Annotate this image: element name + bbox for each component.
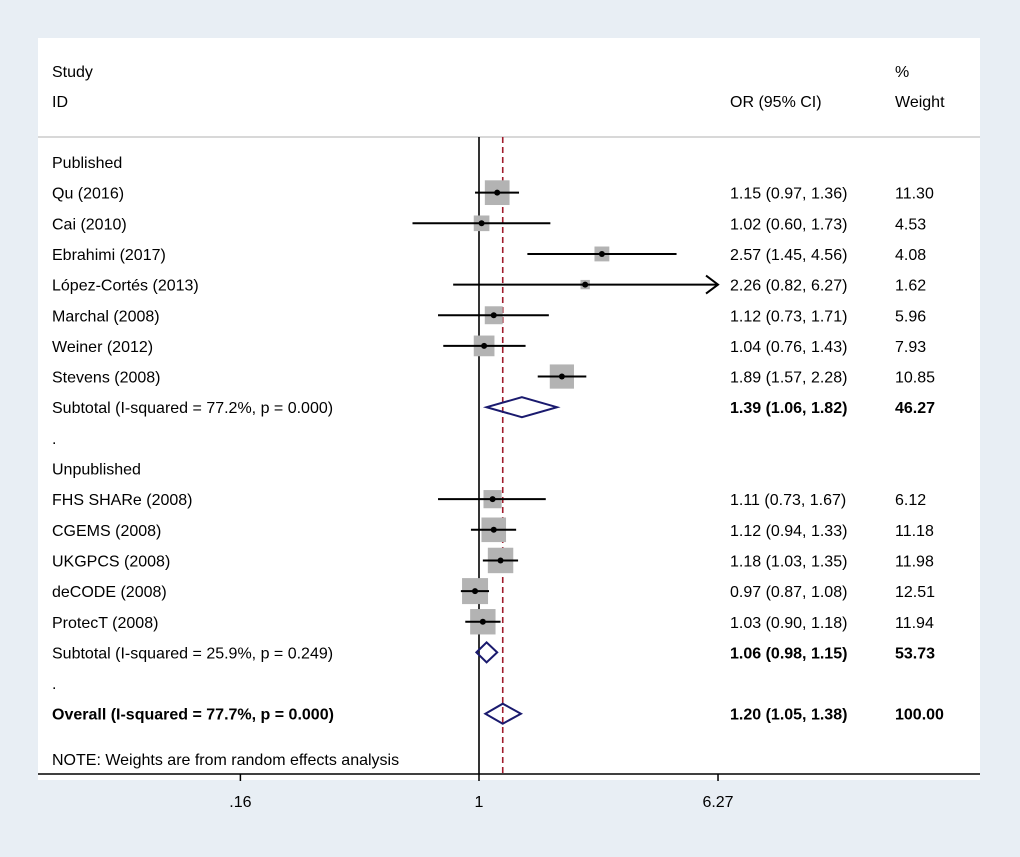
study-label: Qu (2016) — [52, 186, 124, 203]
row-group: Unpublished — [52, 462, 141, 479]
row-overall: Overall (I-squared = 77.7%, p = 0.000) 1.… — [52, 702, 944, 725]
weight-value: 11.30 — [895, 186, 934, 203]
study-label: CGEMS (2008) — [52, 523, 161, 540]
header-weight: Weight — [895, 94, 945, 111]
blank-label: . — [52, 676, 56, 693]
ci-value: 1.11 (0.73, 1.67) — [730, 492, 846, 509]
blank-label: . — [52, 431, 56, 448]
weight-value: 11.18 — [895, 523, 934, 540]
x-tick-label: 6.27 — [702, 794, 733, 811]
overall-label: Overall (I-squared = 77.7%, p = 0.000) — [52, 707, 334, 724]
study-label: López-Cortés (2013) — [52, 278, 199, 295]
row-study: ProtecT (2008) 1.03 (0.90, 1.18) 11.94 — [52, 609, 934, 635]
ci-value: 1.20 (1.05, 1.38) — [730, 707, 847, 724]
row-study: UKGPCS (2008) 1.18 (1.03, 1.35) 11.98 — [52, 547, 934, 574]
weight-value: 11.94 — [895, 615, 934, 632]
point-estimate — [472, 588, 479, 595]
row-study: López-Cortés (2013) 2.26 (0.82, 6.27) 1.62 — [52, 274, 926, 295]
row-study: Weiner (2012) 1.04 (0.76, 1.43) 7.93 — [52, 335, 926, 357]
header-id: ID — [52, 94, 68, 111]
weight-value: 1.62 — [895, 278, 926, 295]
study-label: Marchal (2008) — [52, 308, 160, 325]
row-study: Qu (2016) 1.15 (0.97, 1.36) 11.30 — [52, 180, 934, 206]
study-rows: Published Qu (2016) 1.15 (0.97, 1.36) 11.30… — [52, 155, 944, 725]
ci-value: 1.12 (0.94, 1.33) — [730, 523, 847, 540]
ci-value: 1.04 (0.76, 1.43) — [730, 339, 847, 356]
subtotal-label: Subtotal (I-squared = 77.2%, p = 0.000) — [52, 400, 333, 417]
weight-value: 53.73 — [895, 645, 935, 662]
row-blank: . — [52, 676, 56, 693]
ci-value: 0.97 (0.87, 1.08) — [730, 584, 847, 601]
ci-value: 2.57 (1.45, 4.56) — [730, 247, 847, 264]
plot-panel — [38, 38, 980, 780]
ci-value: 1.06 (0.98, 1.15) — [730, 645, 847, 662]
study-label: UKGPCS (2008) — [52, 553, 170, 570]
header-study: Study — [52, 64, 93, 81]
subtotal-diamond — [474, 641, 499, 664]
ci-value: 1.12 (0.73, 1.71) — [730, 308, 847, 325]
point-estimate — [479, 618, 486, 625]
overall-diamond — [483, 702, 524, 725]
row-blank: . — [52, 431, 56, 448]
ci-value: 1.02 (0.60, 1.73) — [730, 216, 847, 233]
subtotal-label: Subtotal (I-squared = 25.9%, p = 0.249) — [52, 645, 333, 662]
row-study: FHS SHARe (2008) 1.11 (0.73, 1.67) 6.12 — [52, 490, 926, 509]
point-estimate — [598, 250, 605, 257]
point-estimate — [481, 342, 488, 349]
row-study: Cai (2010) 1.02 (0.60, 1.73) 4.53 — [52, 215, 926, 233]
plot-marks — [478, 137, 504, 774]
weight-value: 46.27 — [895, 400, 935, 417]
weight-value: 100.00 — [895, 707, 944, 724]
row-group: Published — [52, 155, 122, 172]
ci-value: 1.18 (1.03, 1.35) — [730, 553, 847, 570]
weight-value: 4.08 — [895, 247, 926, 264]
ci-value: 2.26 (0.82, 6.27) — [730, 278, 847, 295]
row-study: deCODE (2008) 0.97 (0.87, 1.08) 12.51 — [52, 578, 935, 605]
point-estimate — [558, 373, 565, 380]
weights-note: NOTE: Weights are from random effects an… — [52, 752, 399, 769]
study-label: Ebrahimi (2017) — [52, 247, 166, 264]
row-subtotal: Subtotal (I-squared = 77.2%, p = 0.000) 1… — [52, 396, 935, 419]
weight-value: 11.98 — [895, 553, 934, 570]
row-study: Marchal (2008) 1.12 (0.73, 1.71) 5.96 — [52, 306, 926, 325]
point-estimate — [497, 557, 504, 564]
row-study: CGEMS (2008) 1.12 (0.94, 1.33) 11.18 — [52, 517, 934, 543]
weight-value: 12.51 — [895, 584, 935, 601]
row-study: Ebrahimi (2017) 2.57 (1.45, 4.56) 4.08 — [52, 246, 926, 264]
weight-value: 4.53 — [895, 216, 926, 233]
point-estimate — [489, 496, 496, 503]
study-label: FHS SHARe (2008) — [52, 492, 193, 509]
point-estimate — [582, 281, 589, 288]
study-label: Stevens (2008) — [52, 370, 161, 387]
group-label: Unpublished — [52, 462, 141, 479]
ci-value: 1.03 (0.90, 1.18) — [730, 615, 847, 632]
group-label: Published — [52, 155, 122, 172]
study-label: Cai (2010) — [52, 216, 127, 233]
subtotal-diamond — [482, 396, 561, 419]
weight-value: 7.93 — [895, 339, 926, 356]
study-label: Weiner (2012) — [52, 339, 153, 356]
row-subtotal: Subtotal (I-squared = 25.9%, p = 0.249) 1… — [52, 641, 935, 664]
row-study: Stevens (2008) 1.89 (1.57, 2.28) 10.85 — [52, 364, 935, 389]
point-estimate — [494, 189, 501, 196]
x-axis-ticks: .16 1 6.27 — [229, 774, 734, 811]
x-tick-label: 1 — [475, 794, 484, 811]
weight-value: 5.96 — [895, 308, 926, 325]
weight-value: 6.12 — [895, 492, 926, 509]
study-label: deCODE (2008) — [52, 584, 167, 601]
header-or: OR (95% CI) — [730, 94, 822, 111]
point-estimate — [478, 220, 485, 227]
ci-arrow — [705, 274, 720, 295]
point-estimate — [490, 526, 497, 533]
ci-value: 1.89 (1.57, 2.28) — [730, 370, 847, 387]
weight-value: 10.85 — [895, 370, 935, 387]
header-percent: % — [895, 64, 909, 81]
study-label: ProtecT (2008) — [52, 615, 158, 632]
ci-value: 1.39 (1.06, 1.82) — [730, 400, 847, 417]
ci-value: 1.15 (0.97, 1.36) — [730, 186, 847, 203]
point-estimate — [490, 312, 497, 319]
x-tick-label: .16 — [229, 794, 251, 811]
